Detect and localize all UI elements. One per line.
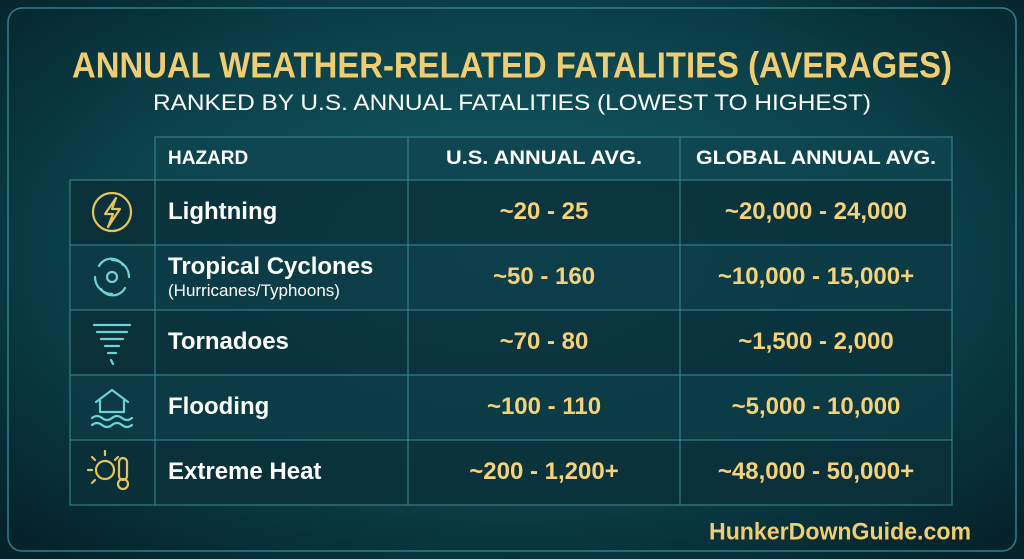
global-average: ~20,000 - 24,000 [725,198,907,225]
hazard-name: Tornadoes [168,328,289,355]
hazard-name: Extreme Heat [168,458,321,485]
hazard-name: Flooding [168,393,269,420]
us-average: ~50 - 160 [493,263,595,290]
flood-icon [90,388,134,429]
table-row [154,439,953,506]
icon-cell [69,244,156,311]
table-row [154,309,953,376]
icon-cell [69,309,156,376]
hazard-note: (Hurricanes/Typhoons) [168,281,340,300]
global-average: ~5,000 - 10,000 [732,393,901,420]
icon-cell [69,439,156,506]
hazard-name: Tropical Cyclones [168,253,373,280]
column-header: GLOBAL ANNUAL AVG. [696,148,936,169]
column-header: U.S. ANNUAL AVG. [446,148,642,169]
table: HAZARD U.S. ANNUAL AVG. GLOBAL ANNUAL AV… [69,136,953,506]
site-credit: HunkerDownGuide.com [709,518,971,545]
table-row [154,179,953,246]
us-average: ~100 - 110 [487,393,601,420]
table-row [154,374,953,441]
lightning-icon [91,191,133,233]
global-average: ~48,000 - 50,000+ [718,458,914,485]
icon-cell [69,374,156,441]
icon-cell [69,179,156,246]
global-average: ~10,000 - 15,000+ [718,263,914,290]
us-average: ~20 - 25 [500,198,589,225]
header-row [154,136,953,181]
title: ANNUAL WEATHER-RELATED FATALITIES (AVERA… [72,45,952,86]
us-average: ~200 - 1,200+ [469,458,618,485]
cyclone-icon [93,257,131,297]
heat-icon [86,449,130,491]
hazard-name: Lightning [168,198,277,225]
us-average: ~70 - 80 [500,328,589,355]
table-row [154,244,953,311]
icons [86,191,134,491]
column-header: HAZARD [168,148,248,169]
frame [7,7,1017,552]
tornado-icon [92,323,132,366]
global-average: ~1,500 - 2,000 [738,328,893,355]
subtitle: RANKED BY U.S. ANNUAL FATALITIES (LOWEST… [153,90,871,115]
